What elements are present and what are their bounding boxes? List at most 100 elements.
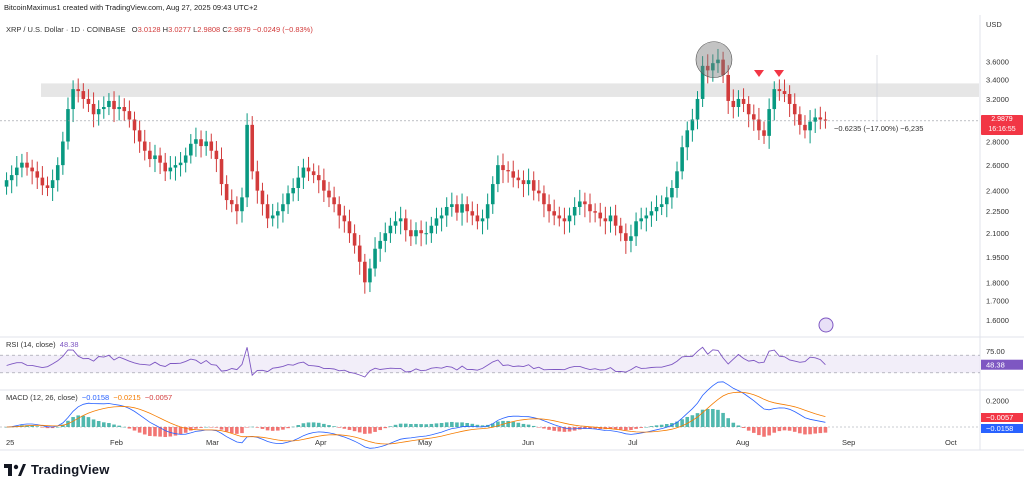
candle-body — [608, 215, 613, 222]
candle-body — [363, 261, 367, 283]
macd-hist-bar — [173, 427, 178, 436]
macd-hist-bar — [281, 427, 285, 430]
macd-hist-bar — [424, 424, 429, 427]
macd-tag-2 — [981, 424, 1023, 433]
candle-body — [818, 117, 823, 120]
macd-hist-bar — [240, 427, 244, 434]
macd-hist-bar — [352, 427, 357, 432]
macd-hist-bar — [434, 423, 439, 427]
macd-hist-bar — [506, 420, 510, 427]
macd-hist-bar — [813, 427, 817, 434]
candle-body — [741, 98, 746, 104]
ohlc-c-label: C — [222, 25, 228, 34]
candle-body — [296, 177, 301, 188]
macd-hist-bar — [403, 423, 408, 427]
current-price-value: 2.9879 — [991, 116, 1013, 123]
macd-hist-bar — [393, 424, 398, 427]
candle-body — [450, 204, 454, 207]
symbol-title: XRP / U.S. Dollar · 1D · COINBASE — [6, 25, 126, 34]
candle-body — [96, 109, 101, 115]
macd-hist-bar — [772, 427, 777, 433]
macd-hist-bar — [680, 419, 684, 427]
macd-hist-bar — [229, 427, 234, 434]
macd-hist-bar — [291, 426, 295, 428]
macd-hist-bar — [40, 427, 45, 428]
macd-hist-bar — [286, 427, 290, 429]
candles-layer — [4, 48, 828, 294]
candle-body — [342, 215, 347, 222]
macd-hist-bar — [71, 417, 75, 427]
time-tick-label: Mar — [206, 438, 219, 447]
candle-body — [127, 111, 132, 120]
macd-hist-bar — [398, 423, 403, 427]
candle-body — [20, 162, 24, 168]
macd-hist-bar — [552, 427, 556, 431]
candle-body — [485, 204, 490, 219]
macd-hist-bar — [86, 417, 91, 427]
macd-hist-bar — [357, 427, 362, 433]
candle-body — [685, 130, 690, 148]
candle-body — [823, 119, 828, 121]
tradingview-brand[interactable]: TradingView — [4, 462, 110, 477]
candle-body — [792, 103, 797, 115]
candle-body — [577, 201, 582, 207]
macd-hist-bar — [163, 427, 168, 438]
double-top-marker — [774, 70, 784, 77]
macd-hist-bar — [50, 427, 55, 429]
macd-hist-bar — [199, 427, 203, 428]
candle-body — [670, 187, 674, 198]
candle-body — [117, 107, 121, 110]
candle-body — [562, 218, 567, 222]
time-tick-label: May — [418, 438, 432, 447]
candle-body — [9, 175, 14, 181]
time-tick-label: Sep — [842, 438, 855, 447]
candle-body — [506, 170, 510, 172]
candle-body — [255, 171, 260, 191]
price-tick-label: 2.6000 — [986, 161, 1009, 170]
macd-hist-bar — [265, 427, 270, 431]
macd-hist-bar — [45, 427, 50, 429]
macd-hist-bar — [311, 422, 316, 427]
candle-body — [588, 204, 592, 212]
candle-body — [347, 221, 352, 234]
candle-body — [327, 190, 331, 198]
candle-body — [808, 121, 812, 131]
candle-body — [86, 98, 91, 104]
candle-body — [148, 150, 152, 160]
hist-value: −0.0057 — [144, 393, 173, 402]
candle-body — [572, 206, 577, 216]
candle-body — [368, 268, 372, 283]
macd-hist-bar — [521, 423, 526, 427]
macd-hist-bar — [746, 427, 751, 431]
candle-body — [593, 211, 597, 213]
macd-hist-bar — [639, 427, 643, 428]
candle-body — [281, 204, 285, 212]
time-tick-label: Oct — [945, 438, 958, 447]
macd-hist-bar — [276, 427, 280, 431]
candle-body — [337, 204, 342, 216]
macd-hist-bar — [531, 425, 536, 427]
candle-body — [61, 141, 65, 166]
macd-hist-bar — [132, 427, 137, 431]
macd-hist-bar — [245, 427, 249, 428]
macd-hist-bar — [690, 415, 695, 427]
candle-body — [757, 119, 761, 131]
candle-body — [76, 89, 81, 92]
candle-body — [55, 165, 60, 181]
price-tick-label: 2.8000 — [986, 138, 1009, 147]
double-top-marker — [754, 70, 764, 77]
candle-body — [644, 215, 649, 219]
candle-body — [531, 180, 536, 191]
macd-hist-bar — [153, 427, 157, 437]
candle-body — [194, 139, 198, 144]
macd-hist-bar — [439, 422, 444, 427]
ohlc-open: 3.0128 — [137, 25, 161, 34]
ohlc-l-label: L — [193, 25, 198, 34]
rsi-name: RSI (14, close) — [6, 340, 56, 349]
macd-hist-bar — [91, 419, 96, 427]
macd-tag-2-text: −0.0158 — [986, 424, 1013, 433]
macd-hist-bar — [383, 427, 388, 429]
candle-body — [772, 89, 777, 110]
candle-body — [276, 211, 280, 216]
